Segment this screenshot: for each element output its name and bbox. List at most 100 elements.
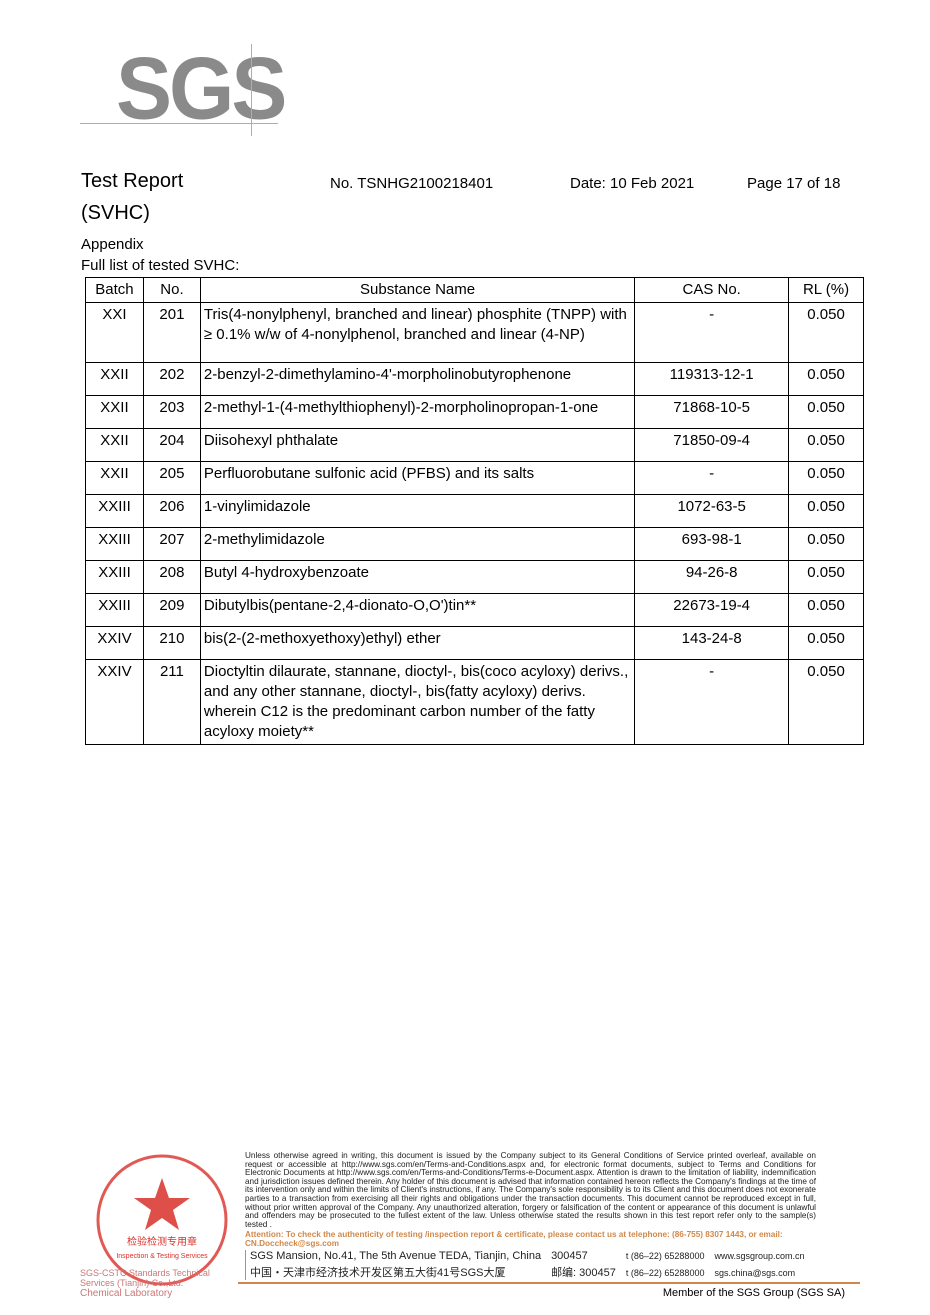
logo-rule xyxy=(80,123,278,124)
substance-cell: Tris(4-nonylphenyl, branched and linear)… xyxy=(199,302,636,363)
number-cell: 210 xyxy=(142,626,201,660)
batch-cell: XXIII xyxy=(85,494,144,528)
table-row: XXIV 210 bis(2-(2-methoxyethoxy)ethyl) eth… xyxy=(85,626,864,660)
report-title: Test Report xyxy=(81,170,184,192)
inspection-stamp: 检验检测专用章 Inspection & Testing Services xyxy=(96,1154,228,1286)
legal-disclaimer: Unless otherwise agreed in writing, this… xyxy=(245,1151,816,1229)
page-number: Page 17 of 18 xyxy=(747,175,841,192)
member-line: Member of the SGS Group (SGS SA) xyxy=(662,1287,845,1300)
substance-cell: Butyl 4-hydroxybenzoate xyxy=(199,560,636,594)
batch-cell: XXIII xyxy=(85,593,144,627)
postcode-en: 300457 xyxy=(551,1250,588,1263)
website: www.sgsgroup.com.cn xyxy=(714,1251,805,1262)
table-row: XXIII 209 Dibutylbis(pentane-2,4-dionato-O… xyxy=(85,593,864,627)
address-cn: 中国・天津市经济技术开发区第五大街41号SGS大厦 xyxy=(250,1267,506,1280)
col-no: No. xyxy=(142,277,201,303)
stamp-lab: Chemical Laboratory xyxy=(80,1288,173,1299)
rl-cell: 0.050 xyxy=(788,626,864,660)
footer: Unless otherwise agreed in writing, this… xyxy=(238,1151,860,1299)
substance-cell: 2-benzyl-2-dimethylamino-4'-morpholinobu… xyxy=(199,362,636,396)
report-subtitle: (SVHC) xyxy=(81,202,150,224)
batch-cell: XXI xyxy=(85,302,144,363)
rl-cell: 0.050 xyxy=(788,428,864,462)
batch-cell: XXII xyxy=(85,428,144,462)
table-row: XXIII 208 Butyl 4-hydroxybenzoate 94-26-8 0.… xyxy=(85,560,864,594)
batch-cell: XXII xyxy=(85,362,144,396)
email: sgs.china@sgs.com xyxy=(714,1268,796,1279)
address-en: SGS Mansion, No.41, The 5th Avenue TEDA,… xyxy=(250,1250,542,1263)
number-cell: 207 xyxy=(142,527,201,561)
address-block: SGS Mansion, No.41, The 5th Avenue TEDA,… xyxy=(245,1250,805,1281)
rl-cell: 0.050 xyxy=(788,395,864,429)
col-rl: RL (%) xyxy=(788,277,864,303)
cas-cell: 22673-19-4 xyxy=(634,593,790,627)
table-row: XXI 201 Tris(4-nonylphenyl, branched and l… xyxy=(85,302,864,363)
cas-cell: - xyxy=(634,659,790,745)
number-cell: 202 xyxy=(142,362,201,396)
stamp-company: SGS-CSTC Standards Technical Services (T… xyxy=(80,1268,210,1288)
footer-rule xyxy=(238,1282,860,1285)
number-cell: 201 xyxy=(142,302,201,363)
batch-cell: XXIV xyxy=(85,626,144,660)
rl-cell: 0.050 xyxy=(788,659,864,745)
authenticity-notice: Attention: To check the authenticity of … xyxy=(245,1230,783,1249)
substance-cell: Dioctyltin dilaurate, stannane, dioctyl-… xyxy=(199,659,636,745)
cas-cell: 1072-63-5 xyxy=(634,494,790,528)
cas-cell: 71850-09-4 xyxy=(634,428,790,462)
svg-text:检验检测专用章: 检验检测专用章 xyxy=(127,1235,197,1248)
cas-cell: 94-26-8 xyxy=(634,560,790,594)
cas-cell: 119313-12-1 xyxy=(634,362,790,396)
substance-cell: Diisohexyl phthalate xyxy=(199,428,636,462)
number-cell: 206 xyxy=(142,494,201,528)
substance-cell: 2-methyl-1-(4-methylthiophenyl)-2-morpho… xyxy=(199,395,636,429)
rl-cell: 0.050 xyxy=(788,302,864,363)
batch-cell: XXIII xyxy=(85,527,144,561)
number-cell: 205 xyxy=(142,461,201,495)
report-date: Date: 10 Feb 2021 xyxy=(570,175,695,192)
table-row: XXIII 206 1-vinylimidazole 1072-63-5 0.050 xyxy=(85,494,864,528)
stamp-caption: SGS-CSTC Standards Technical Services (T… xyxy=(80,1268,238,1300)
rl-cell: 0.050 xyxy=(788,560,864,594)
table-row: XXII 202 2-benzyl-2-dimethylamino-4'-morph… xyxy=(85,362,864,396)
rl-cell: 0.050 xyxy=(788,593,864,627)
table-row: XXII 204 Diisohexyl phthalate 71850-09-4 0.0… xyxy=(85,428,864,462)
rl-cell: 0.050 xyxy=(788,461,864,495)
table-row: XXIII 207 2-methylimidazole 693-98-1 0.050 xyxy=(85,527,864,561)
col-cas: CAS No. xyxy=(634,277,790,303)
cas-cell: - xyxy=(634,461,790,495)
sgs-logo: SGS xyxy=(116,38,287,138)
batch-cell: XXIII xyxy=(85,560,144,594)
number-cell: 203 xyxy=(142,395,201,429)
cas-cell: 143-24-8 xyxy=(634,626,790,660)
number-cell: 211 xyxy=(142,659,201,745)
logo-rule xyxy=(251,44,252,136)
table-row: XXIV 211 Dioctyltin dilaurate, stannane, d… xyxy=(85,659,864,745)
batch-cell: XXII xyxy=(85,461,144,495)
table-row: XXII 205 Perfluorobutane sulfonic acid (PF… xyxy=(85,461,864,495)
phone-2: t (86–22) 65288000 xyxy=(625,1268,705,1279)
table-header-row: Batch No. Substance Name CAS No. RL (%) xyxy=(85,277,864,303)
number-cell: 208 xyxy=(142,560,201,594)
number-cell: 204 xyxy=(142,428,201,462)
cas-cell: 71868-10-5 xyxy=(634,395,790,429)
substance-cell: Perfluorobutane sulfonic acid (PFBS) and… xyxy=(199,461,636,495)
number-cell: 209 xyxy=(142,593,201,627)
appendix-heading: Appendix xyxy=(81,236,144,253)
phone-1: t (86–22) 65288000 xyxy=(625,1251,705,1262)
substance-cell: bis(2-(2-methoxyethoxy)ethyl) ether xyxy=(199,626,636,660)
postcode-cn: 邮编: 300457 xyxy=(551,1267,616,1280)
batch-cell: XXIV xyxy=(85,659,144,745)
col-batch: Batch xyxy=(85,277,144,303)
substance-cell: 1-vinylimidazole xyxy=(199,494,636,528)
svg-text:Inspection & Testing Services: Inspection & Testing Services xyxy=(116,1253,208,1260)
cas-cell: 693-98-1 xyxy=(634,527,790,561)
substance-cell: 2-methylimidazole xyxy=(199,527,636,561)
rl-cell: 0.050 xyxy=(788,494,864,528)
report-number: No. TSNHG2100218401 xyxy=(330,175,494,192)
svhc-table: Batch No. Substance Name CAS No. RL (%) … xyxy=(85,277,864,745)
rl-cell: 0.050 xyxy=(788,527,864,561)
substance-cell: Dibutylbis(pentane-2,4-dionato-O,O')tin*… xyxy=(199,593,636,627)
cas-cell: - xyxy=(634,302,790,363)
rl-cell: 0.050 xyxy=(788,362,864,396)
